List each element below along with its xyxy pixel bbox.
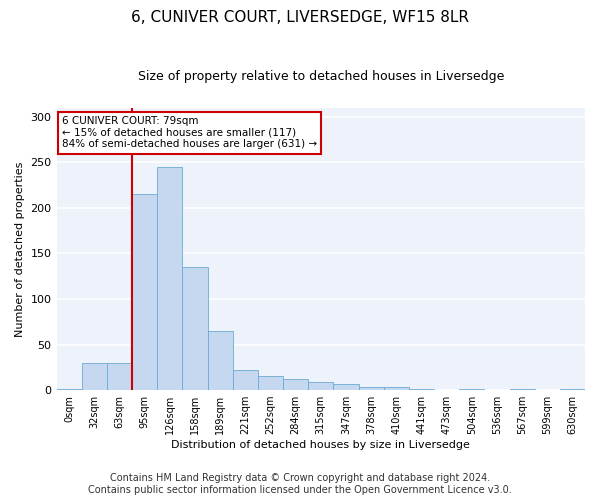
- Bar: [208, 331, 233, 390]
- Text: Contains HM Land Registry data © Crown copyright and database right 2024.
Contai: Contains HM Land Registry data © Crown c…: [88, 474, 512, 495]
- Bar: [308, 382, 334, 390]
- Bar: [182, 267, 208, 390]
- Text: 6, CUNIVER COURT, LIVERSEDGE, WF15 8LR: 6, CUNIVER COURT, LIVERSEDGE, WF15 8LR: [131, 10, 469, 25]
- Bar: [258, 376, 283, 390]
- Bar: [459, 389, 484, 390]
- Bar: [132, 194, 157, 390]
- Bar: [383, 388, 409, 390]
- Bar: [283, 379, 308, 390]
- Bar: [509, 389, 535, 390]
- Bar: [233, 370, 258, 390]
- Bar: [359, 388, 383, 390]
- Y-axis label: Number of detached properties: Number of detached properties: [15, 161, 25, 336]
- Bar: [334, 384, 359, 390]
- Bar: [157, 167, 182, 390]
- Text: 6 CUNIVER COURT: 79sqm
← 15% of detached houses are smaller (117)
84% of semi-de: 6 CUNIVER COURT: 79sqm ← 15% of detached…: [62, 116, 317, 150]
- Bar: [409, 389, 434, 390]
- Bar: [56, 389, 82, 390]
- Bar: [107, 363, 132, 390]
- Title: Size of property relative to detached houses in Liversedge: Size of property relative to detached ho…: [137, 70, 504, 83]
- Bar: [82, 363, 107, 390]
- Bar: [560, 389, 585, 390]
- X-axis label: Distribution of detached houses by size in Liversedge: Distribution of detached houses by size …: [172, 440, 470, 450]
